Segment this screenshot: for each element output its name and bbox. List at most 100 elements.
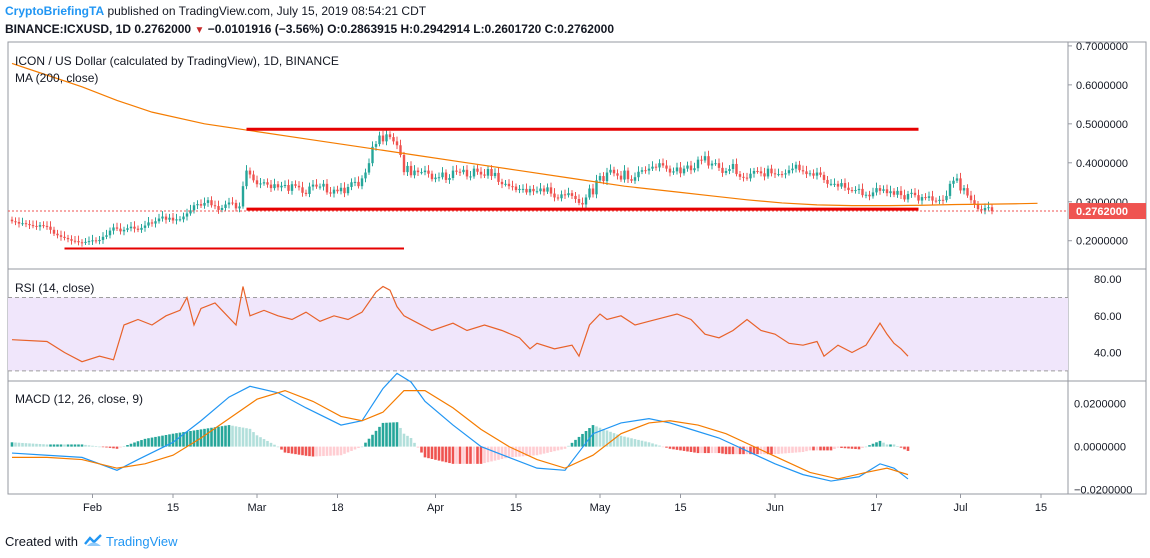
candle-body bbox=[567, 193, 570, 196]
macd-histogram-bar bbox=[374, 430, 378, 447]
candle-body bbox=[154, 221, 157, 224]
candle-body bbox=[836, 183, 840, 187]
macd-histogram-bar bbox=[843, 446, 847, 449]
macd-histogram-bar bbox=[647, 442, 651, 447]
candle-body bbox=[283, 185, 287, 187]
macd-histogram-bar bbox=[318, 446, 322, 457]
macd-histogram-bar bbox=[164, 434, 168, 447]
candle-body bbox=[749, 173, 752, 179]
candle-body bbox=[822, 174, 826, 180]
macd-histogram-bar bbox=[367, 438, 371, 447]
macd-histogram-bar bbox=[437, 446, 441, 461]
tradingview-brand[interactable]: TradingView bbox=[105, 534, 178, 549]
x-tick-label: 15 bbox=[1035, 502, 1047, 514]
candle-body bbox=[924, 197, 927, 199]
candle-body bbox=[689, 165, 693, 171]
macd-histogram-bar bbox=[185, 431, 189, 447]
candle-body bbox=[518, 188, 521, 191]
candle-body bbox=[630, 179, 633, 181]
macd-histogram-bar bbox=[378, 426, 381, 447]
macd-histogram-bar bbox=[521, 446, 525, 457]
macd-histogram-bar bbox=[738, 446, 742, 455]
macd-histogram-bar bbox=[672, 446, 675, 450]
symbol-line: BINANCE:ICXUSD, 1D bbox=[5, 22, 132, 36]
rsi-tick-label: 80.00 bbox=[1094, 274, 1122, 286]
candle-body bbox=[588, 188, 591, 198]
candle-body bbox=[780, 174, 784, 176]
author-name[interactable]: CryptoBriefingTA bbox=[5, 4, 105, 18]
candle-body bbox=[98, 239, 101, 242]
rsi-tick-label: 60.00 bbox=[1094, 311, 1122, 323]
macd-histogram-bar bbox=[304, 446, 308, 456]
publish-header: CryptoBriefingTA published on TradingVie… bbox=[5, 4, 426, 18]
candle-body bbox=[444, 172, 448, 180]
candle-body bbox=[294, 184, 297, 186]
macd-histogram-bar bbox=[353, 446, 357, 450]
macd-histogram-bar bbox=[129, 443, 133, 447]
macd-histogram-bar bbox=[63, 444, 66, 447]
candle-body bbox=[882, 189, 885, 191]
candle-body bbox=[637, 171, 640, 178]
macd-histogram-bar bbox=[493, 446, 497, 461]
candle-body bbox=[668, 168, 672, 173]
macd-histogram-bar bbox=[413, 442, 416, 447]
candle-body bbox=[91, 240, 94, 242]
candle-body bbox=[45, 225, 49, 227]
candle-body bbox=[427, 170, 430, 174]
candle-body bbox=[458, 171, 462, 173]
candle-body bbox=[315, 184, 318, 187]
candle-body bbox=[371, 146, 374, 164]
candle-body bbox=[374, 144, 378, 147]
macd-histogram-bar bbox=[416, 446, 420, 448]
candle-body bbox=[805, 171, 808, 175]
candle-body bbox=[623, 170, 626, 180]
candle-body bbox=[647, 168, 651, 171]
candle-body bbox=[322, 183, 325, 187]
macd-histogram-bar bbox=[665, 446, 668, 448]
candle-body bbox=[714, 163, 717, 165]
candle-body bbox=[385, 134, 388, 142]
chart-title: ICON / US Dollar (calculated by TradingV… bbox=[15, 54, 339, 68]
macd-histogram-bar bbox=[889, 444, 892, 447]
ohlc-values: O:0.2863915 H:0.2942914 L:0.2601720 C:0.… bbox=[327, 22, 615, 36]
macd-tick-label: 0.0000000 bbox=[1074, 442, 1126, 454]
macd-histogram-bar bbox=[616, 434, 619, 447]
signal-line bbox=[12, 389, 909, 480]
candle-body bbox=[735, 163, 738, 175]
candles bbox=[10, 128, 994, 247]
macd-histogram-bar bbox=[17, 442, 21, 447]
macd-histogram-bar bbox=[749, 446, 752, 455]
candle-body bbox=[31, 225, 35, 227]
x-tick-label: 18 bbox=[331, 502, 343, 514]
macd-histogram-bar bbox=[73, 444, 77, 447]
candle-body bbox=[815, 172, 819, 176]
candle-body bbox=[210, 200, 213, 206]
candle-body bbox=[700, 159, 703, 161]
macd-histogram-bar bbox=[556, 446, 560, 451]
macd-histogram-bar bbox=[248, 428, 252, 447]
candle-body bbox=[906, 193, 910, 200]
candle-body bbox=[763, 173, 766, 177]
macd-histogram-bar bbox=[787, 446, 791, 454]
candle-body bbox=[77, 241, 80, 243]
rsi-line bbox=[11, 285, 909, 363]
candle-body bbox=[441, 172, 444, 178]
candle-body bbox=[665, 165, 668, 169]
candle-body bbox=[857, 188, 861, 191]
candle-body bbox=[917, 195, 920, 201]
footer: Created with TradingView bbox=[5, 533, 178, 550]
macd-histogram-bar bbox=[721, 446, 724, 454]
macd-histogram-bar bbox=[637, 439, 640, 447]
macd-histogram-bar bbox=[689, 446, 693, 452]
candle-body bbox=[476, 168, 479, 172]
price-chart[interactable]: 0.70000000.60000000.50000000.40000000.30… bbox=[0, 0, 1150, 530]
macd-histogram-bar bbox=[623, 436, 626, 447]
candle-body bbox=[248, 170, 252, 175]
candle-body bbox=[178, 219, 182, 221]
candle-body bbox=[521, 188, 525, 190]
macd-histogram-bar bbox=[609, 431, 612, 447]
candle-body bbox=[388, 134, 392, 138]
candle-body bbox=[266, 182, 269, 185]
candle-body bbox=[311, 184, 315, 187]
macd-histogram-bar bbox=[161, 435, 164, 447]
